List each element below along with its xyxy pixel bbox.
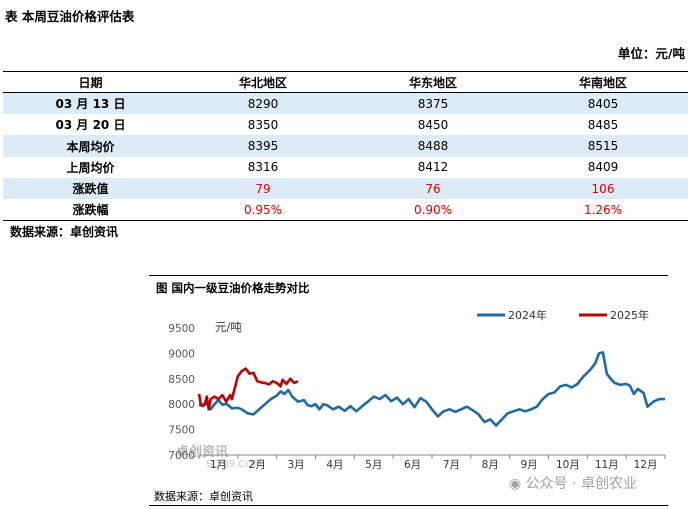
row-label: 03 月 13 日 xyxy=(3,92,178,115)
chart-bottom-rule xyxy=(149,505,668,506)
header-east: 华东地区 xyxy=(348,70,518,94)
cell-value: 0.90% xyxy=(348,199,518,222)
cell-value: 8488 xyxy=(348,135,518,157)
cell-value: 8375 xyxy=(348,92,518,115)
x-tick-label: 8月 xyxy=(482,459,499,471)
x-tick-label: 1月 xyxy=(210,459,227,471)
header-south: 华南地区 xyxy=(518,70,688,94)
watermark-sub: SCI99.COM xyxy=(206,459,262,470)
row-label: 涨跌幅 xyxy=(3,199,178,222)
x-tick-label: 4月 xyxy=(326,459,343,471)
series-line-2024 xyxy=(198,351,665,427)
row-label: 涨跌值 xyxy=(3,177,178,200)
header-date: 日期 xyxy=(3,70,178,94)
table-row: 涨跌幅 0.95% 0.90% 1.26% xyxy=(3,199,688,222)
cell-value: 106 xyxy=(518,177,688,200)
x-tick-label: 2月 xyxy=(249,459,266,471)
table-row: 03 月 20 日 8350 8450 8485 xyxy=(3,114,688,135)
watermark-wechat-text: 公众号 · 卓创农业 xyxy=(525,476,638,492)
y-tick-label: 8000 xyxy=(168,399,195,411)
x-tick-label: 11月 xyxy=(595,459,619,471)
unit-label: 单位：元/吨 xyxy=(617,46,685,61)
cell-value: 76 xyxy=(348,177,518,200)
y-tick-label: 9500 xyxy=(168,323,195,335)
cell-value: 8412 xyxy=(417,160,449,175)
table-title: 表 本周豆油价格评估表 xyxy=(5,9,135,24)
row-label: 上周均价 xyxy=(66,160,115,175)
cell-value: 8290 xyxy=(178,92,348,115)
table-row: 涨跌值 79 76 106 xyxy=(3,177,688,200)
cell-value: 1.26% xyxy=(518,199,688,222)
cell-value: 8485 xyxy=(587,117,619,132)
x-tick-label: 12月 xyxy=(634,459,658,471)
cell-value: 8350 xyxy=(247,117,279,132)
x-tick-label: 9月 xyxy=(520,459,537,471)
y-axis-label: 元/吨 xyxy=(215,320,242,334)
chart-title: 图 国内一级豆油价格走势对比 xyxy=(156,281,310,295)
chart-panel: 图 国内一级豆油价格走势对比 卓创资讯 SCI99.COM 7000 7500 80… xyxy=(149,275,668,508)
table-header-row: 日期 华北地区 华东地区 华南地区 xyxy=(3,70,688,94)
x-tick-label: 3月 xyxy=(287,459,304,471)
table-row: 03 月 13 日 8290 8375 8405 xyxy=(3,92,688,115)
watermark-wechat: ◉ 公众号 · 卓创农业 xyxy=(509,473,637,493)
y-tick-label: 7000 xyxy=(168,450,195,462)
cell-value: 8405 xyxy=(518,92,688,115)
series-line-2025 xyxy=(197,367,299,411)
chart-source: 数据来源：卓创资讯 xyxy=(154,490,253,503)
y-tick-label: 9000 xyxy=(168,348,195,360)
cell-value: 8515 xyxy=(518,135,688,157)
table-source: 数据来源：卓创资讯 xyxy=(10,225,119,239)
x-tick-label: 5月 xyxy=(365,459,382,471)
row-label: 本周均价 xyxy=(3,135,178,157)
row-label: 03 月 20 日 xyxy=(55,118,126,133)
cell-value: 8395 xyxy=(178,135,348,157)
price-table: 日期 华北地区 华东地区 华南地区 03 月 13 日 8290 8375 84… xyxy=(3,70,688,222)
x-tick-label: 7月 xyxy=(443,459,460,471)
x-tick-label: 6月 xyxy=(404,459,421,471)
y-tick-label: 8500 xyxy=(168,374,195,386)
chart-top-rule xyxy=(149,275,668,276)
table-row: 本周均价 8395 8488 8515 xyxy=(3,135,688,157)
table-row: 上周均价 8316 8412 8409 xyxy=(3,157,688,178)
x-tick-label: 10月 xyxy=(556,459,580,471)
cell-value: 8409 xyxy=(587,160,619,175)
legend-label: 2024年 xyxy=(508,308,547,322)
header-north: 华北地区 xyxy=(178,70,348,94)
watermark-logo: 卓创资讯 xyxy=(176,445,229,460)
y-tick-label: 7500 xyxy=(168,425,195,437)
cell-value: 8450 xyxy=(417,117,449,132)
legend-label: 2025年 xyxy=(610,308,649,322)
wechat-icon: ◉ xyxy=(509,476,522,492)
cell-value: 0.95% xyxy=(178,199,348,222)
line-chart: 7000 7500 8000 8500 9000 9500 元/吨 1月 2月 3月 4月 5月 6月 7… xyxy=(168,308,666,471)
cell-value: 79 xyxy=(178,177,348,200)
cell-value: 8316 xyxy=(247,160,279,175)
